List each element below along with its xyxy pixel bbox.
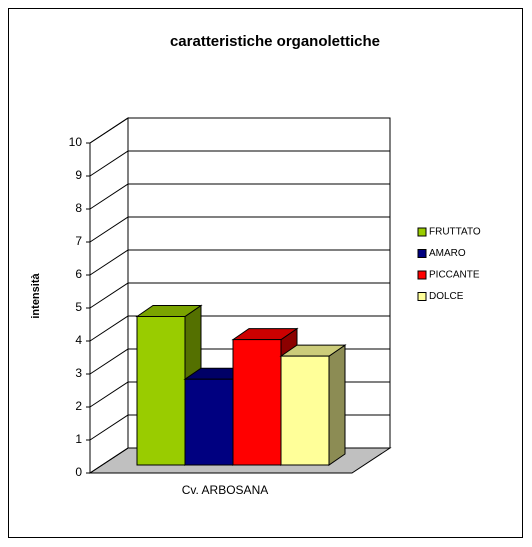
legend-label: PICCANTE	[429, 270, 480, 281]
grid-line	[89, 117, 390, 144]
y-tick-label: 7	[75, 234, 82, 248]
y-tick-label: 2	[75, 399, 82, 413]
legend-label: DOLCE	[429, 291, 464, 302]
y-tick-label: 8	[75, 201, 82, 215]
legend-swatch	[417, 227, 427, 237]
y-tick-label: 5	[75, 300, 82, 314]
grid-line	[89, 216, 390, 243]
legend-swatch	[417, 270, 427, 280]
grid-line	[89, 150, 390, 177]
bar	[136, 316, 186, 466]
y-tick-label: 3	[75, 366, 82, 380]
legend-swatch	[417, 292, 427, 301]
bar	[232, 339, 282, 466]
legend-swatch	[417, 249, 427, 258]
y-tick-label: 10	[69, 135, 83, 149]
y-tick-label: 1	[75, 432, 82, 446]
bar	[184, 378, 234, 466]
grid-line	[89, 183, 390, 210]
y-tick-label: 0	[75, 465, 82, 479]
grid-line	[89, 315, 390, 342]
legend-label: FRUTTATO	[429, 227, 481, 238]
y-axis-label: intensità	[30, 273, 42, 319]
bar-side	[328, 344, 346, 466]
legend-label: AMARO	[429, 248, 466, 259]
y-tick-label: 9	[75, 168, 82, 182]
y-tick-label: 6	[75, 267, 82, 281]
bar	[280, 355, 330, 466]
grid-line	[89, 282, 390, 309]
grid-line	[89, 249, 390, 276]
y-tick-label: 4	[75, 333, 82, 347]
chart-title: caratteristiche organolettiche	[170, 33, 380, 50]
x-tick-label: Cv. ARBOSANA	[182, 483, 268, 497]
